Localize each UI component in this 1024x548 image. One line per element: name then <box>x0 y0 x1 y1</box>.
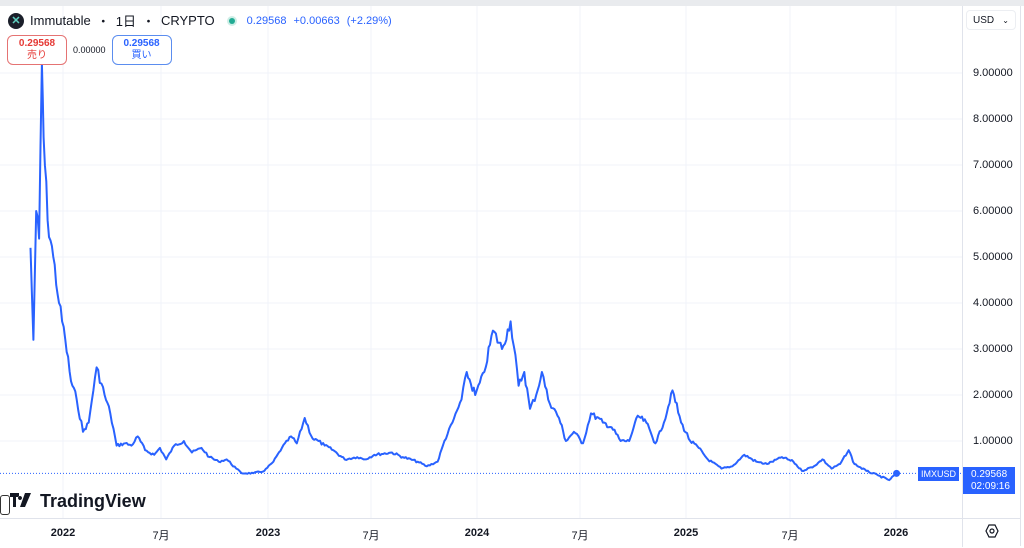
separator: ・ <box>141 14 155 29</box>
currency-value: USD <box>973 14 995 26</box>
price-axis-label: 8.00000 <box>973 113 1013 125</box>
vertical-gridlines <box>62 6 897 518</box>
last-price-dot <box>893 469 901 477</box>
sell-label: 売り <box>27 50 47 61</box>
time-axis-label: 7月 <box>781 530 799 542</box>
chevron-down-icon: ⌄ <box>1002 15 1009 25</box>
time-axis-label: 2022 <box>50 527 76 539</box>
symbol-name: Immutable <box>30 13 91 28</box>
current-price: 0.29568 <box>971 469 1008 480</box>
price-axis-label: 9.00000 <box>973 67 1013 79</box>
horizontal-gridlines <box>0 72 962 442</box>
x-logo-icon: ✕ <box>8 12 24 29</box>
last-price: 0.29568 <box>246 14 287 27</box>
live-dot-icon <box>226 15 237 26</box>
tradingview-logo-text: TradingView <box>40 491 146 511</box>
axis-corner <box>962 518 1021 547</box>
price-axis-label: 5.00000 <box>973 251 1013 263</box>
time-axis-label: 7月 <box>152 530 170 542</box>
hand-cursor-icon <box>0 495 10 515</box>
settings-hexagon-icon[interactable] <box>985 524 999 538</box>
price-change: +0.00663 <box>293 14 340 27</box>
chart-plot-area[interactable] <box>0 6 962 518</box>
separator: ・ <box>96 14 110 29</box>
price-axis-label: 4.00000 <box>973 297 1013 309</box>
price-axis-label: 7.00000 <box>973 159 1013 171</box>
trade-buttons: 0.29568 売り 0.00000 0.29568 買い <box>7 35 172 65</box>
time-axis-label: 2023 <box>255 527 281 539</box>
buy-price: 0.29568 <box>123 38 160 49</box>
spread-value: 0.00000 <box>73 45 106 55</box>
exchange: CRYPTO <box>160 13 215 28</box>
buy-label: 買い <box>131 50 152 61</box>
tradingview-logo[interactable]: TradingView <box>10 491 146 512</box>
interval[interactable]: 1日 <box>115 14 136 29</box>
price-axis[interactable]: 1.00000 2.00000 3.00000 4.00000 5.00000 6.000… <box>962 6 1021 518</box>
symbol-price-tag: IMXUSD <box>918 467 960 481</box>
buy-button[interactable]: 0.29568 買い <box>111 35 172 65</box>
price-axis-label: 1.00000 <box>973 435 1013 447</box>
time-axis[interactable]: 2022 7月 2023 7月 2024 7月 2025 7月 2026 <box>0 518 962 547</box>
time-axis-label: 2025 <box>673 527 699 539</box>
sell-price: 0.29568 <box>18 38 56 49</box>
current-price-tag: 0.29568 02:09:16 <box>963 467 1015 494</box>
price-line <box>29 62 898 482</box>
browser-top-band <box>0 0 1024 6</box>
legend-values: 0.29568 +0.00663 (+2.29%) <box>247 15 396 27</box>
price-change-pct: (+2.29%) <box>346 14 392 27</box>
price-axis-label: 3.00000 <box>973 343 1013 355</box>
time-axis-label: 2024 <box>464 527 490 539</box>
sell-button[interactable]: 0.29568 売り <box>7 35 67 65</box>
time-axis-label: 7月 <box>362 530 380 542</box>
price-axis-label: 2.00000 <box>973 389 1013 401</box>
price-axis-label: 6.00000 <box>973 205 1013 217</box>
bar-countdown: 02:09:16 <box>971 481 1010 492</box>
currency-select[interactable]: USD ⌄ <box>966 10 1016 30</box>
symbol-legend[interactable]: ✕ Immutable ・ 1日 ・ CRYPTO 0.29568 +0.006… <box>8 11 396 30</box>
time-axis-label: 7月 <box>571 530 589 542</box>
price-chart-svg <box>0 6 962 518</box>
time-axis-label: 2026 <box>883 527 909 539</box>
tradingview-mark-icon <box>10 491 34 512</box>
